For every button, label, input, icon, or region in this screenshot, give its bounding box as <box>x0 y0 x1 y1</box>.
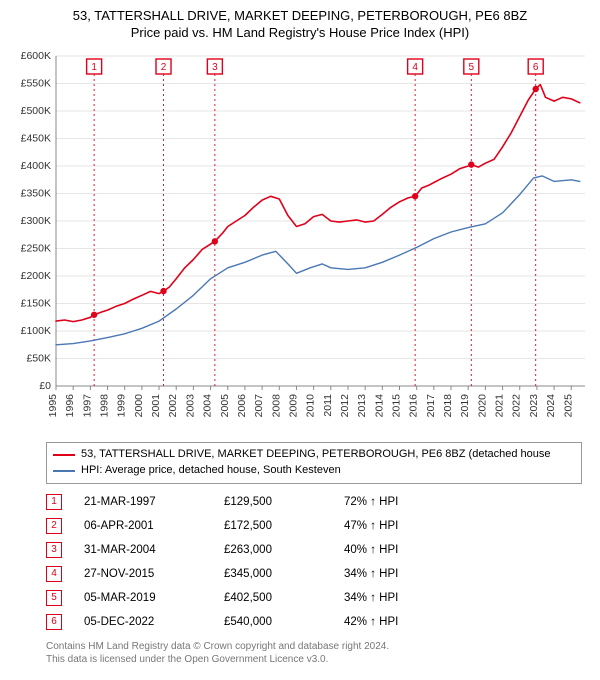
legend-row-hpi: HPI: Average price, detached house, Sout… <box>53 463 575 479</box>
svg-text:2014: 2014 <box>373 394 385 418</box>
transaction-badge: 6 <box>46 614 62 630</box>
svg-text:2023: 2023 <box>527 394 539 418</box>
svg-text:2007: 2007 <box>253 394 265 418</box>
transaction-date: 05-DEC-2022 <box>84 616 224 628</box>
svg-text:2004: 2004 <box>201 394 213 418</box>
svg-text:4: 4 <box>412 62 418 73</box>
table-row: 2 06-APR-2001£172,50047% ↑ HPI <box>46 514 582 538</box>
svg-text:3: 3 <box>212 62 218 73</box>
transaction-price: £540,000 <box>224 616 344 628</box>
svg-text:£200K: £200K <box>20 270 50 282</box>
svg-text:6: 6 <box>532 62 538 73</box>
table-row: 6 05-DEC-2022£540,00042% ↑ HPI <box>46 610 582 634</box>
transaction-pct: 72% ↑ HPI <box>344 496 464 508</box>
table-row: 4 27-NOV-2015£345,00034% ↑ HPI <box>46 562 582 586</box>
svg-text:2021: 2021 <box>493 394 505 418</box>
title-line-1: 53, TATTERSHALL DRIVE, MARKET DEEPING, P… <box>6 8 594 23</box>
transaction-price: £172,500 <box>224 520 344 532</box>
transaction-date: 27-NOV-2015 <box>84 568 224 580</box>
svg-text:1996: 1996 <box>64 394 76 418</box>
figure-container: 53, TATTERSHALL DRIVE, MARKET DEEPING, P… <box>0 0 600 674</box>
svg-text:£500K: £500K <box>20 105 50 117</box>
svg-text:2018: 2018 <box>442 394 454 418</box>
transaction-pct: 40% ↑ HPI <box>344 544 464 556</box>
svg-text:2019: 2019 <box>459 394 471 418</box>
svg-text:2009: 2009 <box>287 394 299 418</box>
svg-text:1998: 1998 <box>98 394 110 418</box>
svg-text:£50K: £50K <box>26 353 51 365</box>
svg-text:2005: 2005 <box>218 394 230 418</box>
svg-text:£300K: £300K <box>20 215 50 227</box>
transaction-price: £263,000 <box>224 544 344 556</box>
svg-text:£350K: £350K <box>20 188 50 200</box>
transaction-price: £402,500 <box>224 592 344 604</box>
svg-text:2003: 2003 <box>184 394 196 418</box>
table-row: 1 21-MAR-1997£129,50072% ↑ HPI <box>46 490 582 514</box>
svg-text:2011: 2011 <box>321 394 333 417</box>
transaction-price: £129,500 <box>224 496 344 508</box>
transaction-price: £345,000 <box>224 568 344 580</box>
footer-line-2: This data is licensed under the Open Gov… <box>46 653 582 666</box>
transaction-date: 06-APR-2001 <box>84 520 224 532</box>
svg-text:2022: 2022 <box>510 394 522 418</box>
footer: Contains HM Land Registry data © Crown c… <box>46 640 582 666</box>
svg-text:2015: 2015 <box>390 394 402 418</box>
svg-text:2017: 2017 <box>424 394 436 418</box>
svg-text:2025: 2025 <box>562 394 574 418</box>
table-row: 5 05-MAR-2019£402,50034% ↑ HPI <box>46 586 582 610</box>
transaction-badge: 5 <box>46 590 62 606</box>
transaction-pct: 34% ↑ HPI <box>344 568 464 580</box>
svg-text:2008: 2008 <box>270 394 282 418</box>
legend-label-hpi: HPI: Average price, detached house, Sout… <box>81 463 341 479</box>
svg-text:£250K: £250K <box>20 243 50 255</box>
svg-text:2016: 2016 <box>407 394 419 418</box>
legend-label-property: 53, TATTERSHALL DRIVE, MARKET DEEPING, P… <box>81 447 551 463</box>
transaction-pct: 42% ↑ HPI <box>344 616 464 628</box>
title-line-2: Price paid vs. HM Land Registry's House … <box>6 25 594 40</box>
legend-swatch-hpi <box>53 470 75 472</box>
svg-text:2000: 2000 <box>132 394 144 418</box>
svg-text:1995: 1995 <box>47 394 59 418</box>
transaction-date: 05-MAR-2019 <box>84 592 224 604</box>
transaction-date: 31-MAR-2004 <box>84 544 224 556</box>
svg-text:5: 5 <box>468 62 474 73</box>
transaction-badge: 3 <box>46 542 62 558</box>
svg-text:2: 2 <box>160 62 166 73</box>
legend: 53, TATTERSHALL DRIVE, MARKET DEEPING, P… <box>46 442 582 484</box>
legend-swatch-property <box>53 454 75 456</box>
svg-text:1997: 1997 <box>81 394 93 418</box>
transaction-badge: 1 <box>46 494 62 510</box>
transaction-pct: 47% ↑ HPI <box>344 520 464 532</box>
footer-line-1: Contains HM Land Registry data © Crown c… <box>46 640 582 653</box>
transactions-table: 1 21-MAR-1997£129,50072% ↑ HPI 2 06-APR-200… <box>46 490 582 634</box>
svg-text:2012: 2012 <box>338 394 350 418</box>
svg-text:£400K: £400K <box>20 160 50 172</box>
svg-text:£600K: £600K <box>20 50 50 62</box>
svg-text:1999: 1999 <box>115 394 127 418</box>
transaction-pct: 34% ↑ HPI <box>344 592 464 604</box>
svg-text:2013: 2013 <box>356 394 368 418</box>
svg-text:£550K: £550K <box>20 78 50 90</box>
transaction-badge: 4 <box>46 566 62 582</box>
svg-text:£100K: £100K <box>20 325 50 337</box>
svg-text:2024: 2024 <box>545 394 557 418</box>
svg-text:£150K: £150K <box>20 298 50 310</box>
legend-row-property: 53, TATTERSHALL DRIVE, MARKET DEEPING, P… <box>53 447 575 463</box>
svg-text:2020: 2020 <box>476 394 488 418</box>
transaction-badge: 2 <box>46 518 62 534</box>
chart: £0 £50K £100K £150K £200K £250K £300K £350K £400… <box>8 46 593 434</box>
title-block: 53, TATTERSHALL DRIVE, MARKET DEEPING, P… <box>6 8 594 40</box>
svg-text:£450K: £450K <box>20 133 50 145</box>
svg-text:2006: 2006 <box>235 394 247 418</box>
svg-text:1: 1 <box>91 62 97 73</box>
table-row: 3 31-MAR-2004£263,00040% ↑ HPI <box>46 538 582 562</box>
svg-text:2002: 2002 <box>167 394 179 418</box>
chart-svg: £0 £50K £100K £150K £200K £250K £300K £350K £400… <box>8 46 593 434</box>
svg-text:£0: £0 <box>39 380 51 392</box>
svg-text:2010: 2010 <box>304 394 316 418</box>
svg-text:2001: 2001 <box>150 394 162 418</box>
transaction-date: 21-MAR-1997 <box>84 496 224 508</box>
